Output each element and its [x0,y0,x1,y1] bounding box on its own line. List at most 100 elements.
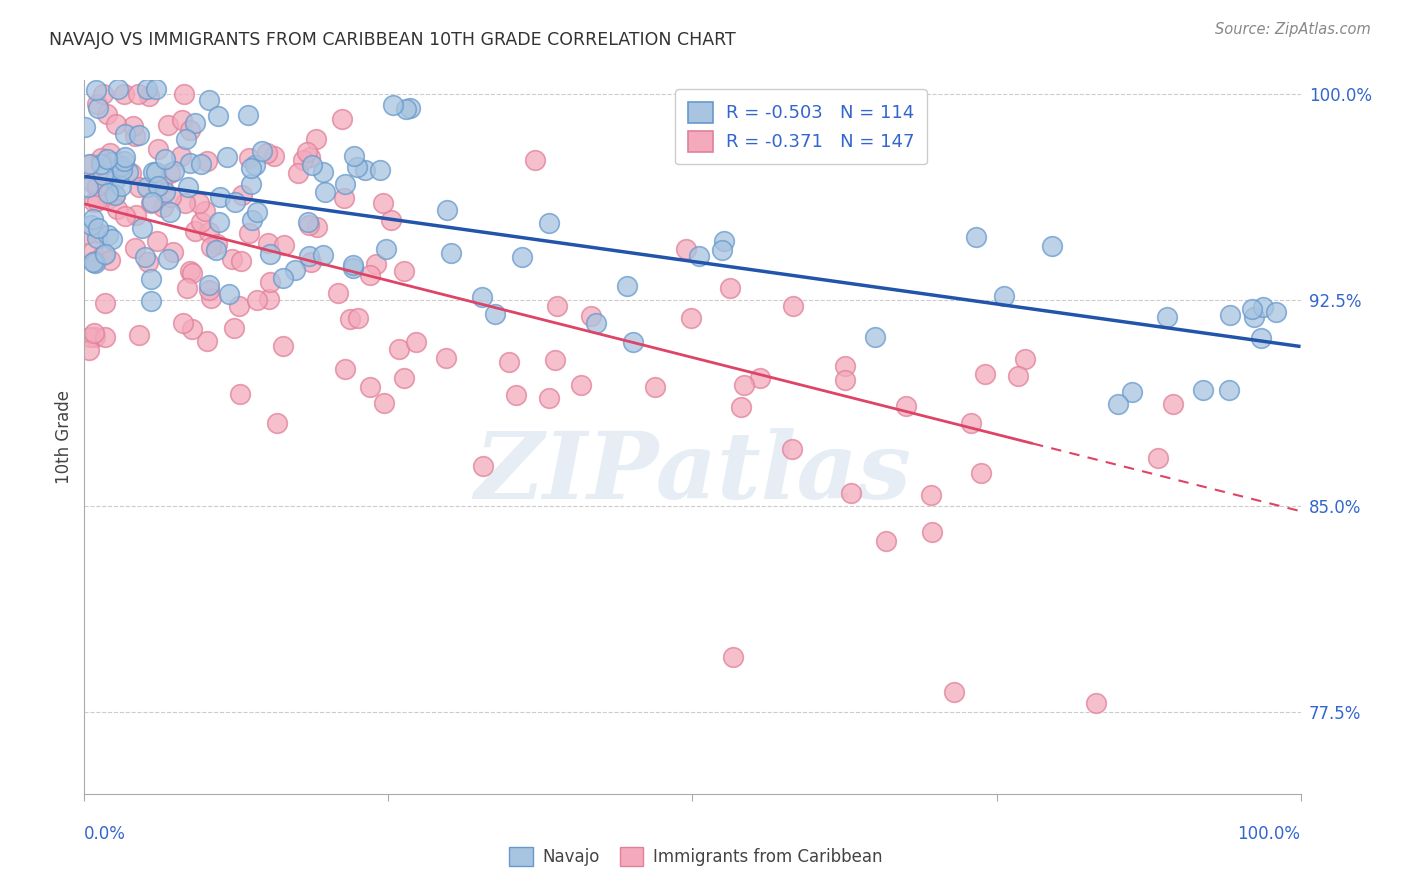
Point [921,524,943,539]
Point [222,321,245,335]
Point [373,195,395,210]
Point [156,252,179,266]
Point [579,309,602,323]
Point [284,263,307,277]
Point [395,102,418,116]
Point [90,156,112,170]
Point [780,442,803,456]
Point [96,152,118,166]
Point [97,228,120,243]
Point [114,209,136,223]
Point [343,149,366,163]
Point [333,191,356,205]
Point [97,192,120,206]
Point [150,178,173,192]
Point [730,400,752,414]
Point [1084,696,1107,710]
Point [347,311,370,326]
Point [217,150,239,164]
Legend: R = -0.503   N = 114, R = -0.371   N = 147: R = -0.503 N = 114, R = -0.371 N = 147 [675,89,927,164]
Point [259,275,281,289]
Point [387,343,409,357]
Point [128,328,150,343]
Point [172,317,194,331]
Point [155,186,177,200]
Point [1265,305,1288,319]
Point [297,145,319,159]
Point [104,173,127,187]
Point [190,156,212,170]
Point [1040,239,1063,253]
Point [305,132,328,146]
Point [359,380,381,394]
Point [681,311,703,326]
Point [83,254,105,268]
Point [141,194,163,209]
Point [83,326,105,341]
Point [111,163,134,178]
Point [354,163,377,178]
Point [176,180,198,194]
Point [146,142,169,156]
Point [82,244,104,258]
Point [271,271,294,285]
Point [374,242,396,256]
Point [510,250,533,264]
Point [114,150,136,164]
Point [380,212,402,227]
Point [252,145,274,159]
Point [834,373,856,387]
Point [205,237,228,252]
Point [77,179,100,194]
Point [373,396,395,410]
Point [335,178,357,192]
Point [616,279,638,293]
Point [197,283,219,297]
Point [145,234,167,248]
Point [266,416,288,430]
Point [239,177,262,191]
Point [209,190,232,204]
Point [472,458,495,473]
Point [197,154,219,169]
Point [1240,301,1263,316]
Point [87,220,110,235]
Point [440,246,463,260]
Text: NAVAJO VS IMMIGRANTS FROM CARIBBEAN 10TH GRADE CORRELATION CHART: NAVAJO VS IMMIGRANTS FROM CARIBBEAN 10TH… [49,31,735,49]
Point [1243,310,1265,324]
Text: Source: ZipAtlas.com: Source: ZipAtlas.com [1215,22,1371,37]
Point [117,165,139,179]
Point [86,97,108,112]
Point [332,112,354,126]
Point [139,294,162,309]
Point [839,485,862,500]
Point [471,290,494,304]
Point [335,362,357,376]
Point [224,194,246,209]
Point [152,200,174,214]
Point [368,163,391,178]
Point [263,149,285,163]
Point [1250,330,1272,344]
Point [82,255,104,269]
Point [297,215,319,229]
Point [1121,384,1143,399]
Point [145,81,167,95]
Point [231,254,253,268]
Legend: Navajo, Immigrants from Caribbean: Navajo, Immigrants from Caribbean [502,840,890,873]
Point [546,299,568,313]
Point [271,339,294,353]
Point [128,179,150,194]
Point [238,152,260,166]
Point [157,119,180,133]
Point [314,185,336,199]
Text: ZIPatlas: ZIPatlas [474,428,911,517]
Point [299,254,322,268]
Point [104,188,127,202]
Point [205,243,228,257]
Point [188,195,211,210]
Point [79,330,101,344]
Point [82,211,104,226]
Point [120,166,142,180]
Point [124,128,146,143]
